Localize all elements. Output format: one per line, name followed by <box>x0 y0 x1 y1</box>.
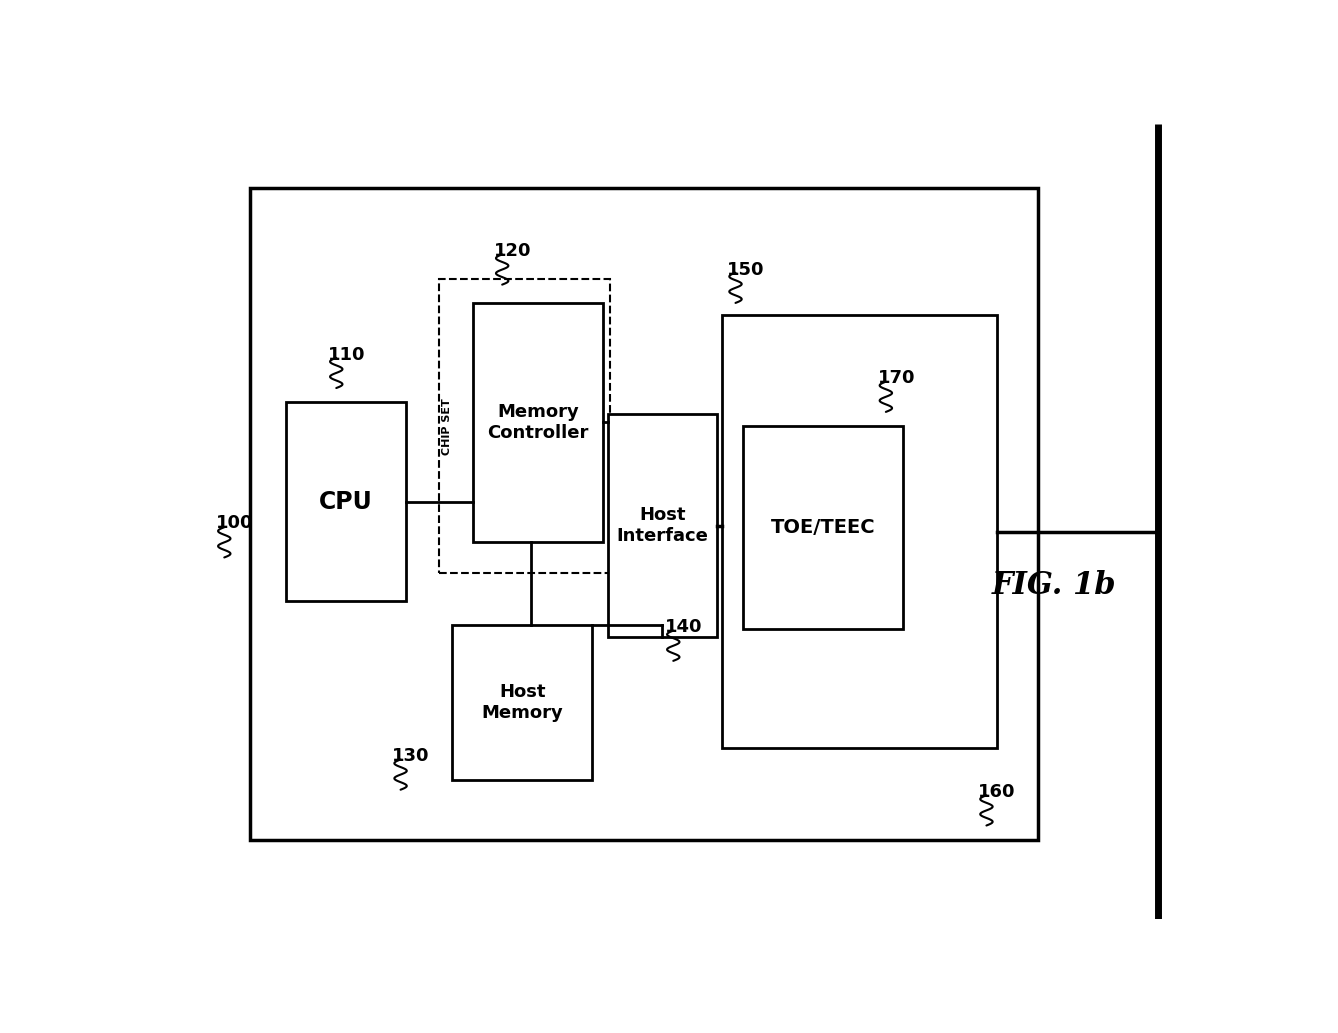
Text: 110: 110 <box>328 346 365 364</box>
Text: 150: 150 <box>728 260 765 279</box>
Bar <box>474 303 602 541</box>
Text: 100: 100 <box>215 514 253 532</box>
Text: CPU: CPU <box>320 490 373 513</box>
Bar <box>607 414 717 637</box>
Bar <box>743 427 903 629</box>
Text: Memory
Controller: Memory Controller <box>487 403 589 442</box>
Text: 130: 130 <box>392 747 429 765</box>
Bar <box>452 625 593 780</box>
Text: 140: 140 <box>665 618 702 635</box>
Bar <box>286 403 405 601</box>
Text: Host
Interface: Host Interface <box>617 506 708 545</box>
Bar <box>439 279 610 573</box>
Text: 120: 120 <box>494 242 531 260</box>
Text: FIG. 1b: FIG. 1b <box>991 570 1116 601</box>
Text: CHIP SET: CHIP SET <box>443 398 452 455</box>
Text: Host
Memory: Host Memory <box>482 683 563 722</box>
Text: 160: 160 <box>978 783 1016 802</box>
Bar <box>723 315 997 748</box>
Text: TOE/TEEC: TOE/TEEC <box>771 519 875 537</box>
Bar <box>250 188 1038 840</box>
Text: 170: 170 <box>878 370 915 387</box>
